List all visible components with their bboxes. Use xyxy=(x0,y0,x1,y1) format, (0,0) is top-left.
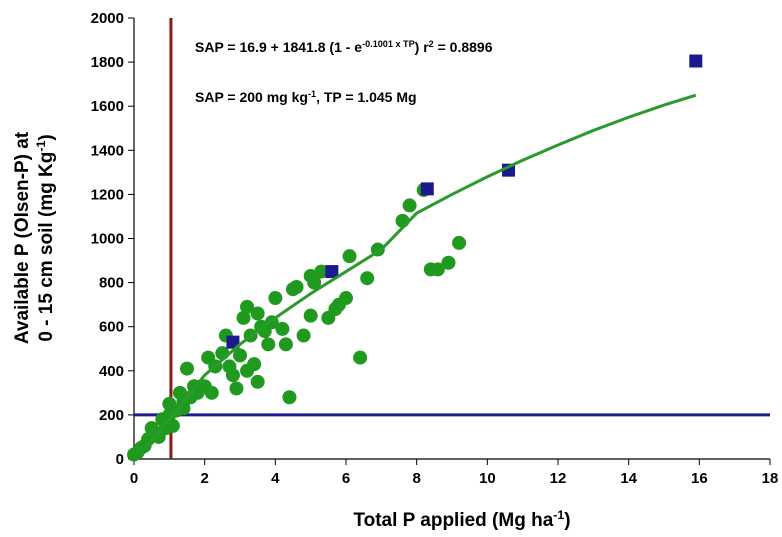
scatter-series xyxy=(127,182,467,462)
fit-line xyxy=(143,93,697,449)
y-tick-label: 2000 xyxy=(91,10,124,27)
point xyxy=(452,235,467,250)
point xyxy=(360,271,375,286)
y-tick-label: 0 xyxy=(116,451,124,468)
x-tick-label: 2 xyxy=(200,470,208,487)
text-segment: ) xyxy=(36,134,57,140)
point xyxy=(236,310,251,325)
x-tick-label: 10 xyxy=(479,470,496,487)
text-segment: = 0.8896 xyxy=(434,39,493,55)
text-segment: ) xyxy=(564,510,570,531)
y-axis-label: 0 - 15 cm soil (mg Kg-1) xyxy=(34,134,57,341)
y-tick-label: 1200 xyxy=(91,186,124,203)
x-tick-label: 8 xyxy=(412,470,420,487)
superscript: 2 xyxy=(429,39,434,49)
text-segment: SAP = 200 mg kg xyxy=(195,89,308,105)
x-tick-label: 0 xyxy=(130,470,138,487)
x-axis-label: Total P applied (Mg ha-1) xyxy=(353,508,570,531)
y-tick-label: 600 xyxy=(99,319,124,336)
x-tick-label: 6 xyxy=(342,470,350,487)
point xyxy=(430,262,445,277)
point xyxy=(165,418,180,433)
y-tick-label: 200 xyxy=(99,407,124,424)
point xyxy=(180,361,194,376)
point xyxy=(225,368,240,383)
point xyxy=(247,357,262,372)
x-tick-label: 18 xyxy=(762,470,779,487)
point xyxy=(275,321,290,336)
point xyxy=(282,390,297,405)
y-tick-label: 400 xyxy=(99,363,124,380)
text-segment: Total P applied (Mg ha xyxy=(353,510,553,531)
superscript: -0.1001 x TP xyxy=(362,39,415,49)
superscript: -1 xyxy=(308,89,316,99)
point xyxy=(441,255,456,270)
point xyxy=(339,291,353,306)
x-tick-label: 14 xyxy=(620,470,637,487)
point xyxy=(420,182,434,196)
point xyxy=(226,335,240,349)
superscript: -1 xyxy=(34,141,48,152)
annotation: SAP = 200 mg kg-1, TP = 1.045 Mg xyxy=(195,89,417,105)
point xyxy=(314,264,329,279)
point xyxy=(689,54,703,68)
point xyxy=(268,291,283,306)
y-tick-label: 1800 xyxy=(91,54,124,71)
annotation: SAP = 16.9 + 1841.8 (1 - e-0.1001 x TP) … xyxy=(195,39,493,55)
text-segment: , TP = 1.045 Mg xyxy=(316,89,417,105)
x-tick-label: 12 xyxy=(550,470,567,487)
point xyxy=(402,198,417,213)
y-tick-label: 1400 xyxy=(91,142,124,159)
point xyxy=(303,308,318,323)
text-segment: 0 - 15 cm soil (mg Kg xyxy=(36,152,57,342)
x-tick-label: 4 xyxy=(271,470,280,487)
point xyxy=(240,299,255,314)
superscript: -1 xyxy=(553,508,564,522)
point xyxy=(278,337,293,352)
point xyxy=(296,328,311,343)
text-segment: Available P (Olsen-P) at xyxy=(12,131,33,344)
point xyxy=(307,275,322,290)
y-tick-label: 800 xyxy=(99,275,124,292)
point xyxy=(261,337,276,352)
text-segment: SAP = 16.9 + 1841.8 (1 - e xyxy=(195,39,362,55)
y-axis-label: Available P (Olsen-P) at xyxy=(12,131,33,344)
point xyxy=(204,385,219,400)
point xyxy=(289,280,304,295)
point xyxy=(342,249,357,264)
text-segment: ) r xyxy=(415,39,430,55)
point xyxy=(250,306,265,321)
point xyxy=(353,350,368,365)
point xyxy=(325,265,339,279)
y-tick-label: 1000 xyxy=(91,231,124,248)
point xyxy=(233,348,247,363)
y-tick-label: 1600 xyxy=(91,98,124,115)
point xyxy=(229,381,244,396)
point xyxy=(250,374,265,389)
x-tick-label: 16 xyxy=(691,470,708,487)
